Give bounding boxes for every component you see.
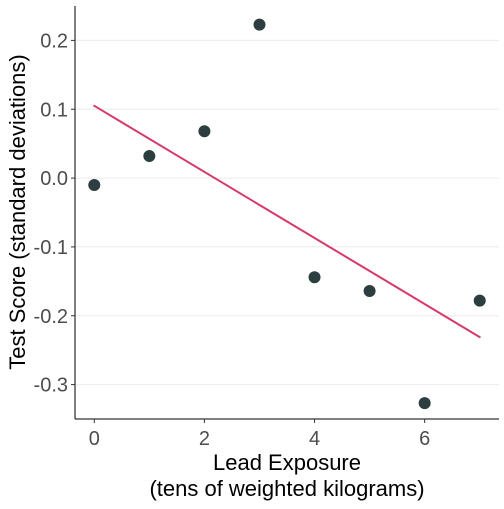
- y-ticks: -0.3 -0.2 -0.1 0.0 0.1 0.2: [34, 30, 75, 397]
- y-tick-label: -0.3: [34, 375, 68, 397]
- y-tick-label: 0.1: [40, 99, 68, 121]
- fit-line-layer: [93, 104, 481, 339]
- axes: [74, 6, 499, 420]
- fit-line: [93, 104, 481, 339]
- data-point: [418, 397, 431, 410]
- x-tick-label: 2: [199, 428, 210, 450]
- y-tick-label: 0.2: [40, 30, 68, 52]
- data-point: [198, 125, 211, 138]
- y-tick-label: -0.2: [34, 306, 68, 328]
- data-point: [308, 271, 321, 284]
- data-point: [88, 178, 101, 191]
- data-point: [473, 294, 486, 307]
- y-tick-label: 0.0: [40, 168, 68, 190]
- data-point: [143, 150, 156, 163]
- x-tick-label: 4: [309, 428, 320, 450]
- y-axis-title: Test Score (standard deviations): [5, 54, 30, 370]
- points-layer: [88, 18, 486, 410]
- y-tick-label: -0.1: [34, 237, 68, 259]
- x-tick-label: 6: [419, 428, 430, 450]
- gridlines: [75, 39, 499, 386]
- data-point: [253, 18, 266, 31]
- x-axis-title-line2: (tens of weighted kilograms): [149, 476, 424, 501]
- data-point: [363, 284, 376, 297]
- x-axis-title-line1: Lead Exposure: [213, 450, 361, 475]
- x-tick-label: 0: [89, 428, 100, 450]
- x-ticks: 0 2 4 6: [89, 419, 430, 450]
